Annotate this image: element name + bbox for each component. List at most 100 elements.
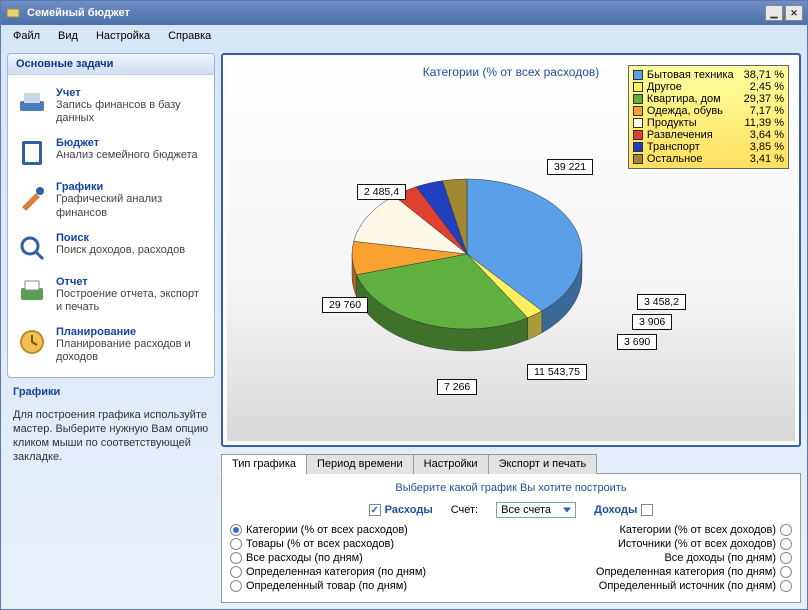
radio-icon xyxy=(230,552,242,564)
value-callout: 3 906 xyxy=(632,314,672,330)
task-title: Поиск xyxy=(56,232,185,244)
legend-label: Бытовая техника xyxy=(647,69,734,81)
value-callout: 3 458,2 xyxy=(637,294,686,310)
legend-label: Другое xyxy=(647,81,682,93)
radio-icon xyxy=(230,524,242,536)
legend-pct: 3,85 % xyxy=(744,141,784,153)
legend-pct: 29,37 % xyxy=(738,93,784,105)
task-title: Планирование xyxy=(56,326,206,338)
sidebar-header: Основные задачи xyxy=(8,54,214,75)
tab[interactable]: Период времени xyxy=(306,454,414,474)
sidebar-task[interactable]: БюджетАнализ семейного бюджета xyxy=(12,131,210,175)
legend-pct: 38,71 % xyxy=(738,69,784,81)
option-radio-left[interactable]: Определенный товар (по дням) xyxy=(230,580,506,592)
value-callout: 39 221 xyxy=(547,159,593,175)
notebook-icon xyxy=(16,137,48,169)
income-checkbox[interactable]: Доходы xyxy=(594,504,653,516)
brush-icon xyxy=(16,181,48,213)
option-radio-right[interactable]: Категории (% от всех доходов) xyxy=(516,524,792,536)
radio-icon xyxy=(780,538,792,550)
value-callout: 2 485,4 xyxy=(357,184,406,200)
tab[interactable]: Тип графика xyxy=(221,454,307,474)
menu-help[interactable]: Справка xyxy=(160,28,219,44)
task-desc: Поиск доходов, расходов xyxy=(56,244,185,257)
option-label: Источники (% от всех доходов) xyxy=(618,538,776,550)
clock-icon xyxy=(16,326,48,358)
app-window: Семейный бюджет ▁ ✕ Файл Вид Настройка С… xyxy=(0,0,808,610)
chart-legend: Бытовая техника38,71 %Другое2,45 %Кварти… xyxy=(628,65,789,169)
titlebar[interactable]: Семейный бюджет ▁ ✕ xyxy=(1,1,807,25)
app-icon xyxy=(5,5,21,21)
task-title: Графики xyxy=(56,181,206,193)
sidebar-task[interactable]: ОтчетПостроение отчета, экспорт и печать xyxy=(12,270,210,320)
legend-label: Квартира, дом xyxy=(647,93,721,105)
value-callout: 29 760 xyxy=(322,297,368,313)
task-desc: Анализ семейного бюджета xyxy=(56,149,198,162)
legend-swatch xyxy=(633,106,643,116)
menubar: Файл Вид Настройка Справка xyxy=(1,25,807,47)
tab[interactable]: Настройки xyxy=(413,454,489,474)
radio-icon xyxy=(780,566,792,578)
legend-swatch xyxy=(633,94,643,104)
legend-pct: 7,17 % xyxy=(744,105,784,117)
option-radio-left[interactable]: Товары (% от всех расходов) xyxy=(230,538,506,550)
checkbox-icon xyxy=(641,504,653,516)
option-radio-right[interactable]: Определенный источник (по дням) xyxy=(516,580,792,592)
radio-icon xyxy=(780,580,792,592)
legend-swatch xyxy=(633,142,643,152)
legend-swatch xyxy=(633,118,643,128)
legend-pct: 2,45 % xyxy=(744,81,784,93)
legend-row: Продукты11,39 % xyxy=(633,117,784,129)
task-title: Учет xyxy=(56,87,206,99)
legend-row: Остальное 3,41 % xyxy=(633,153,784,165)
legend-row: Развлечения3,64 % xyxy=(633,129,784,141)
menu-settings[interactable]: Настройка xyxy=(88,28,158,44)
legend-row: Транспорт3,85 % xyxy=(633,141,784,153)
help-body: Для построения графика используйте масте… xyxy=(13,408,209,465)
magnifier-icon xyxy=(16,232,48,264)
expenses-checkbox[interactable]: Расходы xyxy=(369,504,433,516)
legend-row: Квартира, дом 29,37 % xyxy=(633,93,784,105)
legend-row: Одежда, обувь 7,17 % xyxy=(633,105,784,117)
legend-row: Другое 2,45 % xyxy=(633,81,784,93)
legend-label: Остальное xyxy=(647,153,703,165)
legend-swatch xyxy=(633,154,643,164)
radio-icon xyxy=(230,566,242,578)
menu-file[interactable]: Файл xyxy=(5,28,48,44)
sidebar: Основные задачи УчетЗапись финансов в ба… xyxy=(1,47,221,609)
option-label: Определенная категория (по дням) xyxy=(596,566,776,578)
option-label: Категории (% от всех расходов) xyxy=(246,524,408,536)
sidebar-task[interactable]: УчетЗапись финансов в базу данных xyxy=(12,81,210,131)
option-label: Категории (% от всех доходов) xyxy=(620,524,777,536)
legend-pct: 3,41 % xyxy=(744,153,784,165)
legend-label: Одежда, обувь xyxy=(647,105,723,117)
option-radio-left[interactable]: Определенная категория (по дням) xyxy=(230,566,506,578)
legend-swatch xyxy=(633,82,643,92)
sidebar-task[interactable]: ГрафикиГрафический анализ финансов xyxy=(12,175,210,225)
option-radio-left[interactable]: Категории (% от всех расходов) xyxy=(230,524,506,536)
option-label: Товары (% от всех расходов) xyxy=(246,538,394,550)
scanner-icon xyxy=(16,87,48,119)
option-label: Все доходы (по дням) xyxy=(664,552,776,564)
minimize-button[interactable]: ▁ xyxy=(765,5,783,21)
menu-view[interactable]: Вид xyxy=(50,28,86,44)
value-callout: 7 266 xyxy=(437,379,477,395)
chart-panel: Категории (% от всех расходов) Бытовая т… xyxy=(221,53,801,447)
legend-label: Развлечения xyxy=(647,129,713,141)
option-radio-left[interactable]: Все расходы (по дням) xyxy=(230,552,506,564)
task-desc: Запись финансов в базу данных xyxy=(56,99,206,125)
account-select[interactable]: Все счета xyxy=(496,502,576,518)
legend-swatch xyxy=(633,70,643,80)
radio-icon xyxy=(780,552,792,564)
option-label: Все расходы (по дням) xyxy=(246,552,363,564)
option-radio-right[interactable]: Определенная категория (по дням) xyxy=(516,566,792,578)
radio-icon xyxy=(230,538,242,550)
option-radio-right[interactable]: Все доходы (по дням) xyxy=(516,552,792,564)
close-button[interactable]: ✕ xyxy=(785,5,803,21)
legend-row: Бытовая техника 38,71 % xyxy=(633,69,784,81)
sidebar-task[interactable]: ПоискПоиск доходов, расходов xyxy=(12,226,210,270)
tab[interactable]: Экспорт и печать xyxy=(488,454,598,474)
help-title: Графики xyxy=(13,386,209,398)
option-radio-right[interactable]: Источники (% от всех доходов) xyxy=(516,538,792,550)
sidebar-task[interactable]: ПланированиеПланирование расходов и дохо… xyxy=(12,320,210,370)
